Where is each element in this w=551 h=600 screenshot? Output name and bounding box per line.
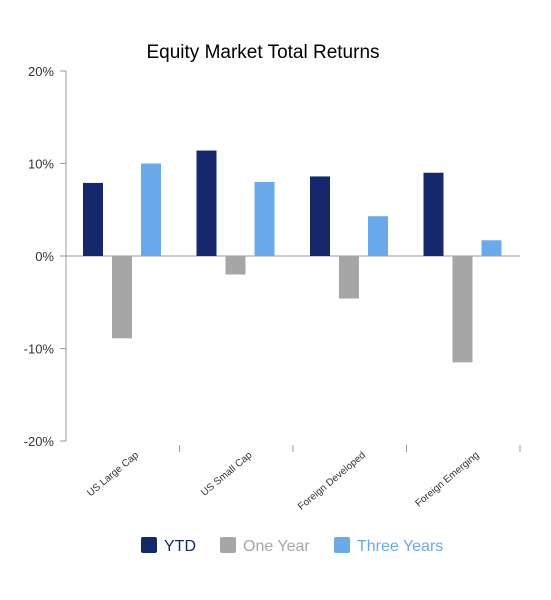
bar-one-year-0: [112, 256, 132, 339]
bars: [83, 150, 502, 363]
x-category-label: Foreign Emerging: [413, 450, 481, 510]
legend-label: One Year: [243, 538, 310, 555]
legend-label: Three Years: [357, 538, 443, 555]
x-category-label: Foreign Developed: [296, 450, 368, 513]
bar-ytd-1: [196, 150, 217, 256]
bar-three-years-3: [481, 240, 502, 256]
legend-swatch: [220, 537, 236, 553]
y-tick-label: -20%: [24, 434, 55, 449]
bar-three-years-2: [368, 216, 388, 256]
chart-title: Equity Market Total Returns: [146, 42, 379, 63]
bar-ytd-0: [83, 182, 103, 256]
bar-one-year-1: [225, 256, 246, 275]
legend-swatch: [334, 537, 350, 553]
bar-ytd-3: [423, 172, 444, 256]
y-tick-label: 10%: [28, 157, 54, 172]
y-tick-label: -10%: [24, 342, 55, 357]
legend-label: YTD: [164, 538, 196, 555]
y-tick-label: 20%: [28, 64, 54, 79]
legend: YTD One Year Three Years: [141, 537, 443, 555]
y-tick-label: 0%: [35, 249, 54, 264]
x-ticks: [179, 445, 521, 452]
legend-swatch: [141, 537, 157, 553]
bar-three-years-1: [254, 182, 275, 256]
y-ticks: 20% 10% 0% -10% -20%: [24, 64, 66, 449]
x-category-label: US Small Cap: [199, 450, 255, 499]
bar-ytd-2: [310, 176, 330, 256]
x-category-label: US Large Cap: [85, 450, 141, 499]
bar-one-year-3: [452, 256, 473, 363]
bar-three-years-0: [141, 163, 161, 256]
bar-one-year-2: [339, 256, 359, 299]
x-labels: US Large Cap US Small Cap Foreign Develope…: [85, 450, 481, 513]
